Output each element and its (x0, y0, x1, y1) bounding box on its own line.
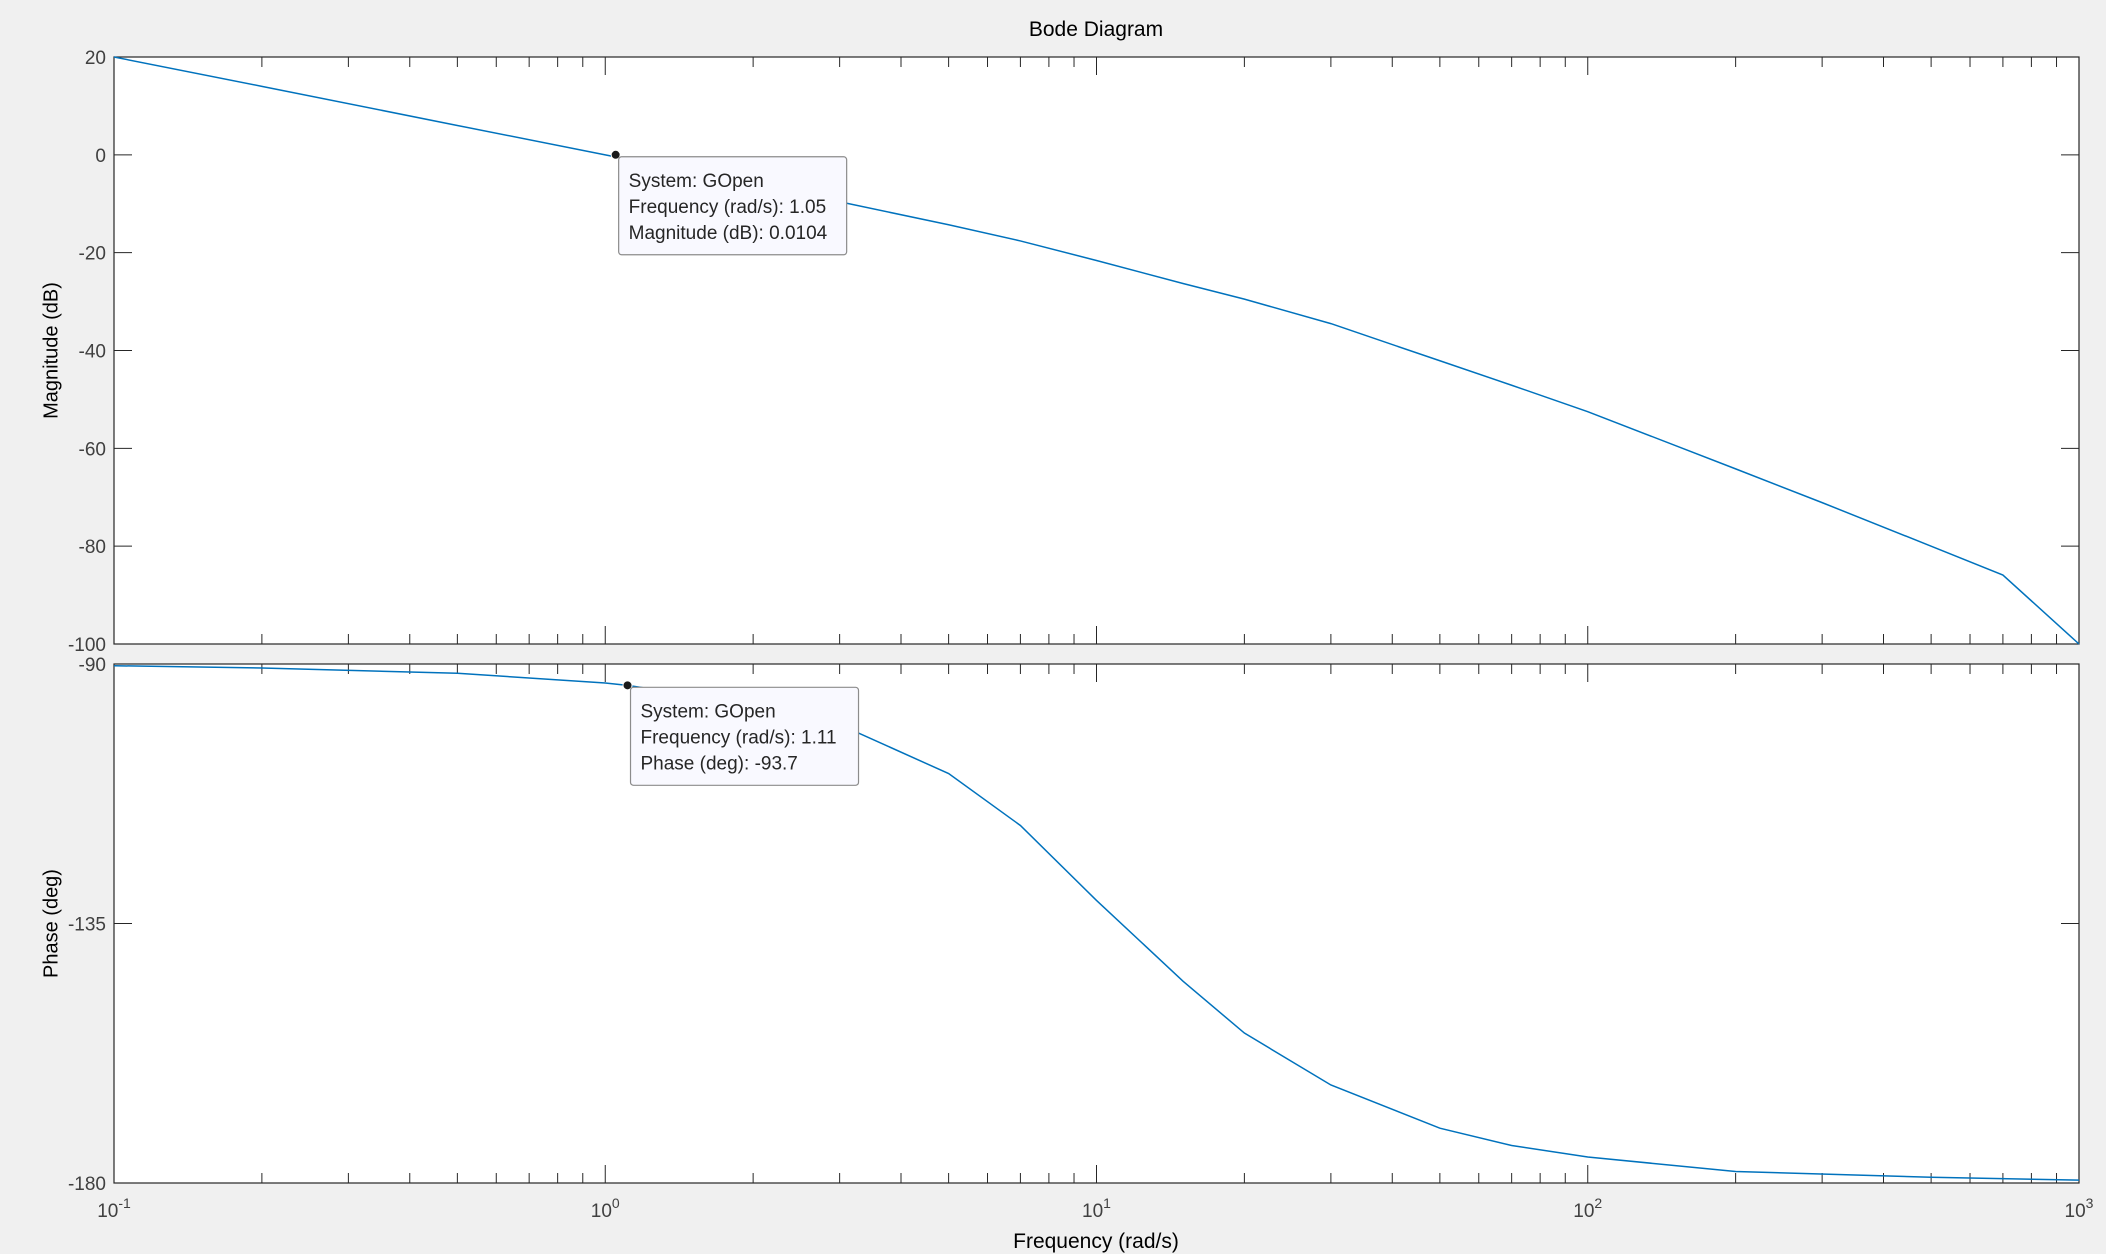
phase-y-axis-label: Phase (deg) (40, 869, 62, 978)
magnitude-plot-area (113, 56, 2080, 645)
y-tick-label: -20 (79, 244, 106, 265)
magnitude-y-tick-labels: 20 0 -20 -40 -60 -80 -100 (68, 48, 106, 656)
magnitude-datatip-marker[interactable] (610, 149, 621, 160)
figure-title: Bode Diagram (1029, 18, 1163, 41)
magnitude-tick-marks (113, 56, 2080, 645)
y-tick-label: -60 (79, 439, 106, 460)
y-tick-label: -80 (79, 537, 106, 558)
y-tick-label: -135 (68, 915, 106, 936)
y-tick-label: -40 (79, 342, 106, 363)
phase-datatip-box (629, 686, 860, 786)
magnitude-datatip-value: Magnitude (dB): 0.0104 (629, 223, 828, 244)
magnitude-y-axis-label: Magnitude (dB) (40, 282, 62, 419)
y-tick-label: -90 (79, 655, 106, 676)
y-tick-label: 20 (85, 48, 106, 69)
magnitude-datatip-system: System: GOpen (629, 171, 764, 192)
phase-datatip-marker[interactable] (622, 680, 633, 691)
phase-datatip[interactable]: System: GOpen Frequency (rad/s): 1.11 Ph… (629, 686, 860, 786)
magnitude-axes[interactable]: 20 0 -20 -40 -60 -80 -100 System: GOpen Freque… (40, 48, 2080, 656)
phase-tick-marks (113, 663, 2080, 1184)
phase-y-tick-labels: -90 -135 -180 (68, 655, 106, 1195)
magnitude-datatip-frequency: Frequency (rad/s): 1.05 (629, 197, 826, 218)
phase-series-line[interactable] (113, 664, 2080, 1181)
phase-datatip-value: Phase (deg): -93.7 (641, 753, 798, 774)
y-tick-label: -100 (68, 635, 106, 656)
magnitude-datatip[interactable]: System: GOpen Frequency (rad/s): 1.05 Ma… (618, 156, 848, 256)
y-tick-label: -180 (68, 1174, 106, 1195)
frequency-x-axis-label: Frequency (rad/s) (1013, 1230, 1179, 1253)
phase-axes[interactable]: -90-135-180 10-1 100 101 102 103 System: GOp… (40, 655, 2093, 1222)
magnitude-datatip-box (618, 156, 848, 256)
phase-plot-area (113, 663, 2080, 1184)
phase-datatip-frequency: Frequency (rad/s): 1.11 (641, 727, 837, 748)
y-tick-label: 0 (95, 146, 106, 167)
phase-datatip-system: System: GOpen (641, 701, 776, 722)
